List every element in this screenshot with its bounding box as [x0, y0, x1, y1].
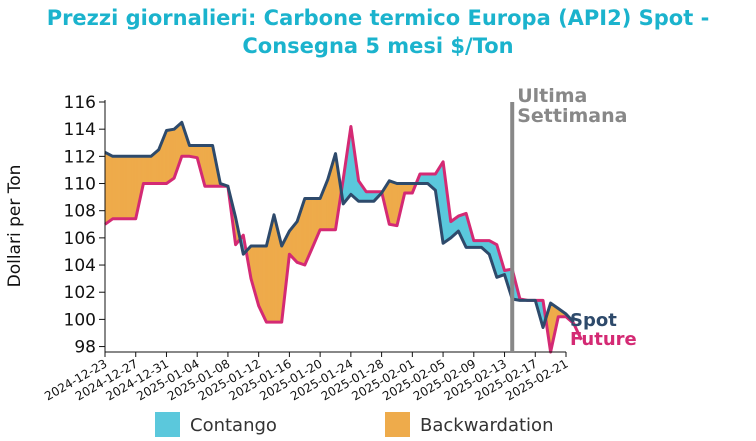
y-tick-label: 106	[64, 229, 96, 249]
y-tick-label: 112	[64, 147, 96, 167]
x-axis-ticks: 2024-12-232024-12-272024-12-312025-01-04…	[42, 352, 571, 403]
future-series-label: Future	[570, 329, 637, 350]
y-axis-label: Dollari per Ton	[5, 165, 25, 288]
y-tick-label: 110	[64, 175, 96, 195]
y-axis-ticks: 98 100 102 104 106 108 110 112 114 116	[64, 93, 105, 358]
y-tick-label: 102	[64, 283, 96, 303]
legend-backwardation-label: Backwardation	[420, 415, 553, 436]
chart-title-line-2: Consegna 5 mesi $/Ton	[242, 34, 513, 58]
spread-areas	[104, 121, 574, 353]
y-tick-label: 116	[64, 93, 96, 113]
chart-title-line-1: Prezzi giornalieri: Carbone termico Euro…	[47, 6, 710, 30]
last-week-annotation-line-1: Ultima	[517, 85, 587, 107]
last-week-annotation-line-2: Settimana	[517, 105, 627, 127]
legend: Contango Backwardation	[155, 412, 553, 437]
spot-series-line	[104, 120, 575, 329]
series-lines	[104, 120, 583, 354]
legend-contango-swatch	[155, 412, 180, 437]
y-tick-label: 104	[64, 256, 96, 276]
future-series-line	[104, 125, 583, 354]
legend-backwardation-swatch	[385, 412, 410, 437]
legend-contango-label: Contango	[190, 415, 277, 436]
y-tick-label: 114	[64, 120, 96, 140]
y-tick-label: 108	[64, 202, 96, 222]
axes	[104, 100, 566, 353]
spot-series-label: Spot	[570, 310, 617, 331]
y-tick-label: 98	[74, 338, 96, 358]
y-tick-label: 100	[64, 310, 96, 330]
